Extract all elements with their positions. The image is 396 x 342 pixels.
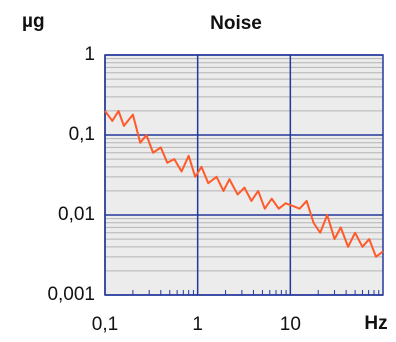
x-axis-unit: Hz [364, 313, 387, 334]
chart-title: Noise [210, 13, 262, 34]
plot-frame [104, 54, 384, 296]
x-tick-label: 10 [280, 314, 301, 335]
y-tick-label: 0,001 [47, 284, 95, 305]
data-line [104, 109, 384, 258]
y-tick-label: 0,01 [58, 204, 95, 225]
plot-background [105, 55, 383, 295]
y-tick-label: 1 [84, 44, 95, 65]
x-tick-label: 0,1 [92, 314, 118, 335]
y-axis-unit: µg [22, 11, 45, 32]
y-tick-label: 0,1 [69, 124, 95, 145]
x-tick-label: 1 [192, 314, 203, 335]
